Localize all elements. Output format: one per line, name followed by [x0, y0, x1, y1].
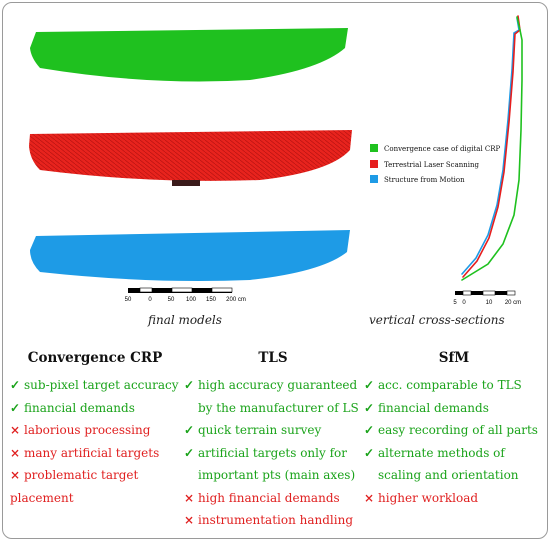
criteria-list: ✓ acc. comparable to TLS ✓ financial deman… — [364, 374, 544, 509]
list-item: × problematic target — [10, 464, 180, 487]
legend-swatch-sfm — [370, 175, 378, 183]
cross-icon: × — [10, 445, 21, 460]
check-icon: ✓ — [364, 400, 375, 415]
right-scale-tick: 20 cm — [505, 300, 521, 306]
column-title: TLS — [258, 350, 288, 366]
list-item: ✓ high accuracy guaranteed — [184, 374, 362, 397]
cross-icon: × — [184, 490, 195, 505]
right-scale-tick: 5 — [453, 300, 457, 306]
sfm-hull-model — [30, 230, 350, 281]
cross-icon: × — [184, 513, 195, 527]
list-item-continuation: scaling and orientation — [378, 468, 519, 482]
legend-label-sfm: Structure from Motion — [384, 176, 465, 184]
list-item: ✓ sub-pixel target accuracy — [10, 374, 180, 397]
crp-profile — [461, 16, 523, 281]
check-icon: ✓ — [184, 445, 195, 460]
left-scale-tick: 150 — [206, 297, 217, 303]
left-scale-tick: 200 cm — [226, 297, 246, 303]
column-crp: Convergence CRP ✓ sub-pixel target accura… — [10, 350, 180, 509]
check-icon: ✓ — [184, 378, 195, 392]
right-scale-tick: 10 — [486, 300, 493, 306]
cross-icon: × — [10, 423, 21, 437]
column-title: SfM — [438, 350, 470, 366]
check-icon: ✓ — [364, 423, 375, 437]
left-scale-tick: 50 — [125, 297, 132, 303]
left-scale-tick: 100 — [186, 297, 197, 303]
left-scale-bar — [128, 287, 233, 293]
caption-final-models: final models — [148, 313, 222, 327]
caption-cross-sections: vertical cross-sections — [369, 313, 505, 327]
cross-section-profiles — [461, 15, 523, 281]
column-title: Convergence CRP — [27, 350, 163, 366]
list-item: × higher workload — [364, 487, 544, 510]
tls-hull-model — [29, 130, 352, 186]
list-item: ✓ acc. comparable to TLS — [364, 374, 544, 397]
column-sfm: SfM ✓ acc. comparable to TLS ✓ financial d… — [364, 350, 544, 509]
list-item-continuation: by the manufacturer of LS — [198, 400, 359, 415]
left-scale-tick: 0 — [148, 297, 152, 303]
cross-icon: × — [10, 468, 21, 482]
column-tls: TLS ✓ high accuracy guaranteed by the man… — [184, 350, 362, 532]
legend-swatch-crp — [370, 144, 378, 152]
legend-label-crp: Convergence case of digital CRP — [384, 145, 501, 153]
left-scale-tick: 50 — [168, 297, 175, 303]
list-item: ✓ artificial targets only for — [184, 442, 362, 465]
list-item: ✓ financial demands — [364, 397, 544, 420]
crp-hull-model — [30, 28, 348, 82]
check-icon: ✓ — [364, 378, 375, 392]
list-item: ✓ financial demands — [10, 397, 180, 420]
right-scale-bar — [455, 290, 516, 296]
legend-swatch-tls — [370, 160, 378, 168]
tls-profile — [462, 15, 521, 278]
list-item: × laborious processing — [10, 419, 180, 442]
criteria-list: ✓ high accuracy guaranteed by the manufac… — [184, 374, 362, 532]
cross-icon: × — [364, 490, 375, 505]
list-item: × instrumentation handling — [184, 509, 362, 532]
list-item-continuation: placement — [10, 490, 74, 505]
list-item: × many artificial targets — [10, 442, 180, 465]
check-icon: ✓ — [10, 378, 21, 392]
list-item: × high financial demands — [184, 487, 362, 510]
legend-label-tls: Terrestrial Laser Scanning — [384, 161, 480, 169]
list-item: ✓ alternate methods of — [364, 442, 544, 465]
sfm-profile — [461, 17, 520, 275]
list-item: ✓ easy recording of all parts — [364, 419, 544, 442]
criteria-list: ✓ sub-pixel target accuracy ✓ financial de… — [10, 374, 180, 509]
list-item-continuation: important pts (main axes) — [198, 468, 356, 482]
check-icon: ✓ — [10, 400, 21, 415]
right-scale-tick: 0 — [462, 300, 466, 306]
list-item: ✓ quick terrain survey — [184, 419, 362, 442]
check-icon: ✓ — [184, 423, 195, 437]
check-icon: ✓ — [364, 445, 375, 460]
